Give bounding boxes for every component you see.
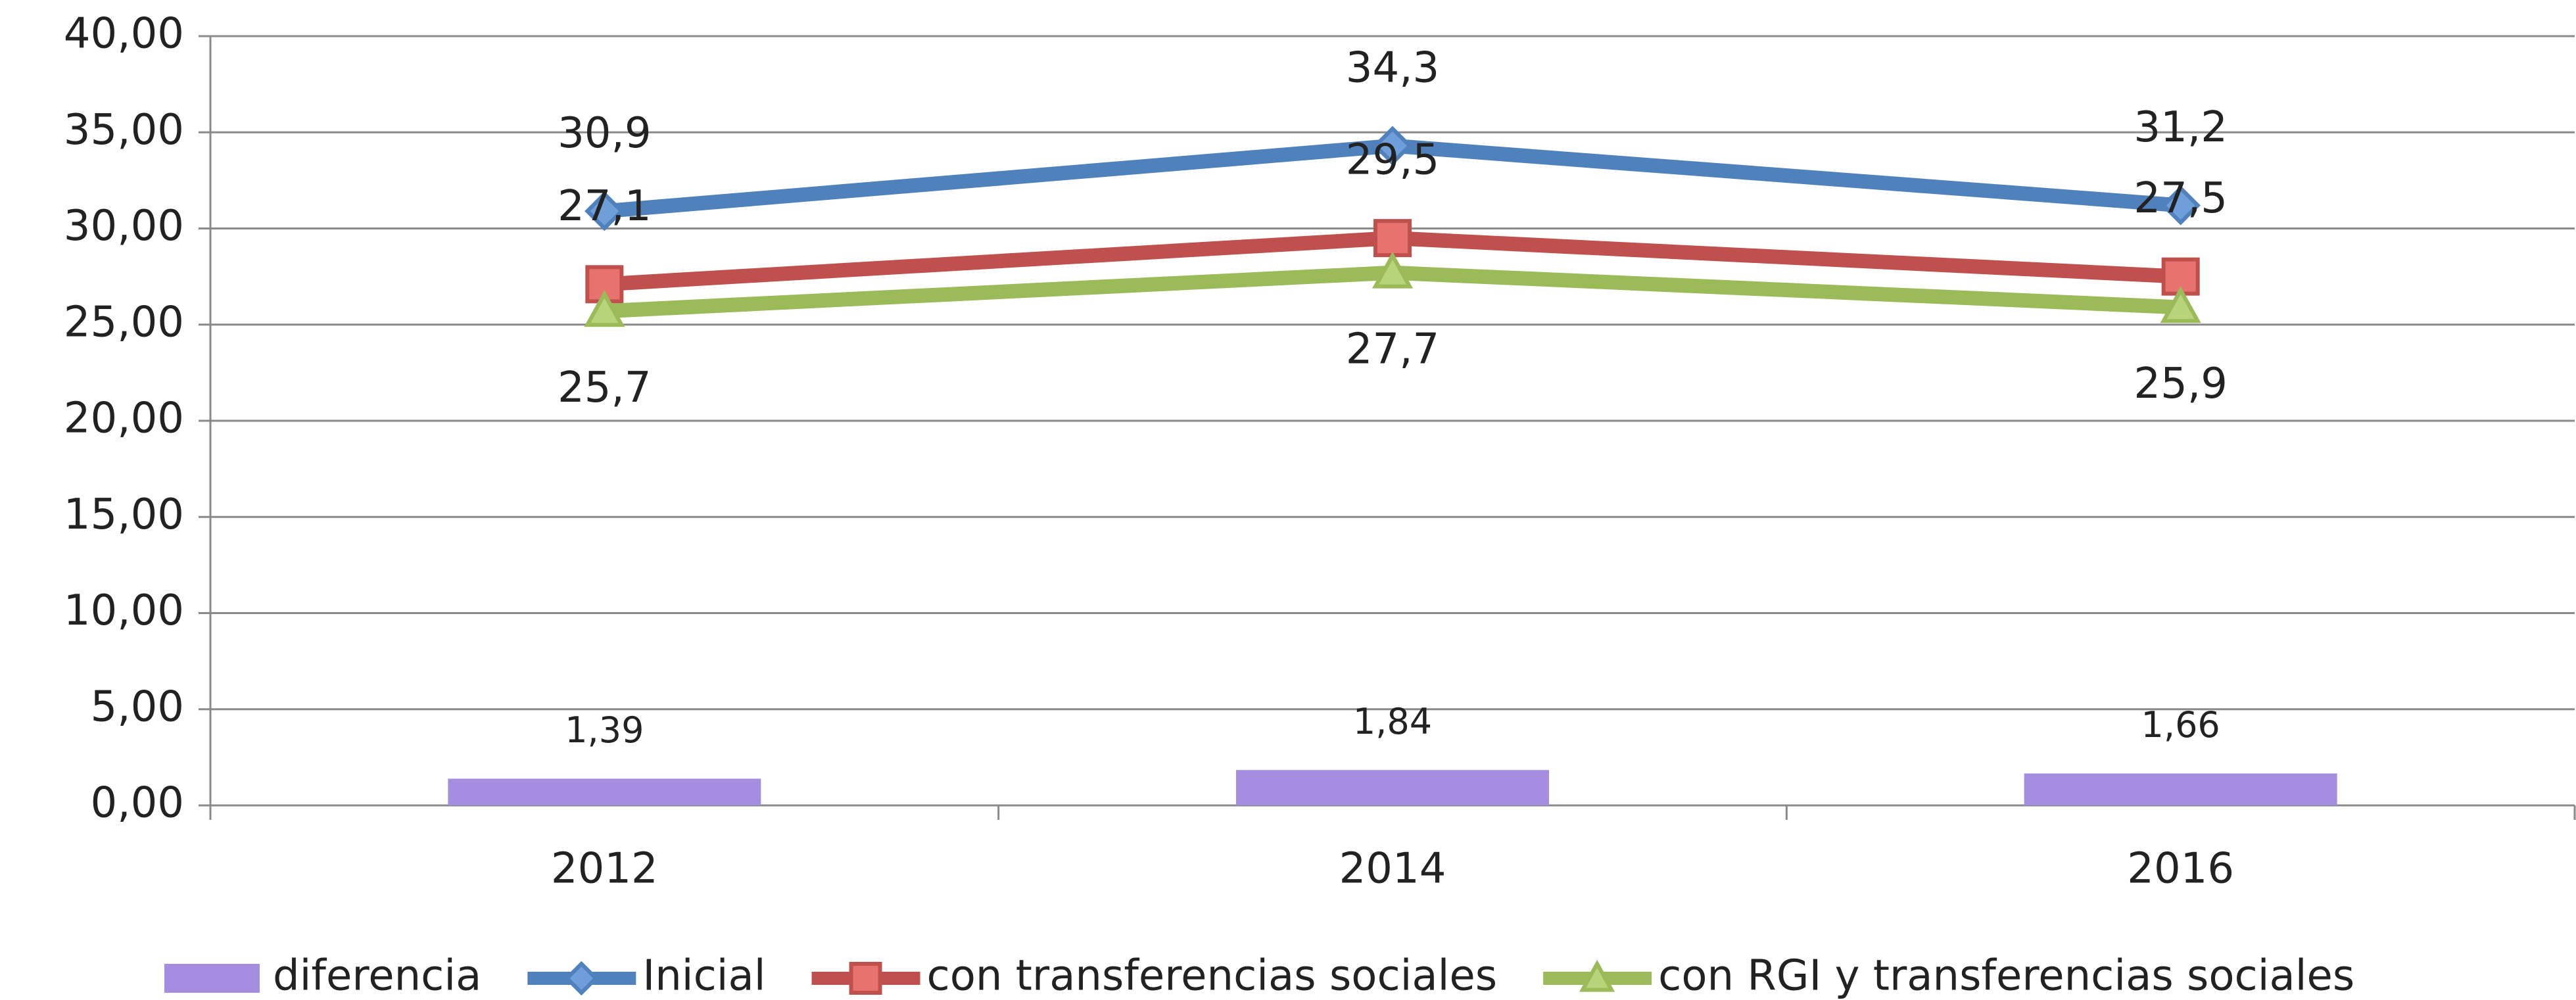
marker — [2160, 286, 2201, 323]
marker — [584, 191, 625, 231]
marker — [1373, 219, 1412, 258]
marker — [1372, 126, 1413, 166]
data-label: 25,9 — [2134, 360, 2228, 408]
data-label: 27,1 — [558, 182, 652, 231]
legend-label: diferencia — [273, 952, 481, 1000]
bar — [1236, 770, 1549, 805]
legend-label: con RGI y transferencias sociales — [1658, 952, 2354, 1000]
x-tick-label: 2014 — [1339, 845, 1446, 893]
bar — [448, 778, 761, 805]
marker — [584, 290, 625, 327]
legend-marker — [1579, 959, 1615, 992]
bar-value-label: 1,66 — [2141, 704, 2220, 746]
y-tick-label: 35,00 — [64, 106, 184, 155]
y-tick-label: 5,00 — [91, 682, 185, 731]
y-tick-label: 15,00 — [64, 490, 184, 539]
y-tick-label: 10,00 — [64, 586, 184, 635]
y-tick-label: 25,00 — [64, 298, 184, 346]
x-tick-label: 2012 — [551, 845, 658, 893]
data-label: 31,2 — [2134, 103, 2228, 152]
data-label: 27,5 — [2134, 174, 2228, 223]
data-label: 30,9 — [558, 109, 652, 158]
marker — [1371, 251, 1414, 289]
legend-marker — [564, 961, 599, 996]
data-label: 25,7 — [558, 364, 652, 412]
legend-swatch — [164, 964, 260, 993]
bar-value-label: 1,84 — [1353, 701, 1432, 742]
data-label: 27,7 — [1346, 325, 1440, 373]
x-tick-label: 2016 — [2127, 845, 2234, 893]
marker — [585, 265, 624, 304]
data-label: 29,5 — [1346, 136, 1440, 185]
legend-label: con transferencias sociales — [927, 952, 1498, 1000]
legend-marker — [849, 962, 882, 995]
marker — [2160, 185, 2201, 226]
y-tick-label: 20,00 — [64, 394, 184, 443]
y-tick-label: 0,00 — [91, 779, 185, 828]
legend-label: Inicial — [642, 952, 765, 1000]
bar — [2024, 773, 2337, 805]
data-label: 34,3 — [1346, 43, 1440, 92]
y-tick-label: 30,00 — [64, 202, 184, 250]
y-tick-label: 40,00 — [64, 10, 184, 59]
bar-value-label: 1,39 — [565, 709, 644, 751]
